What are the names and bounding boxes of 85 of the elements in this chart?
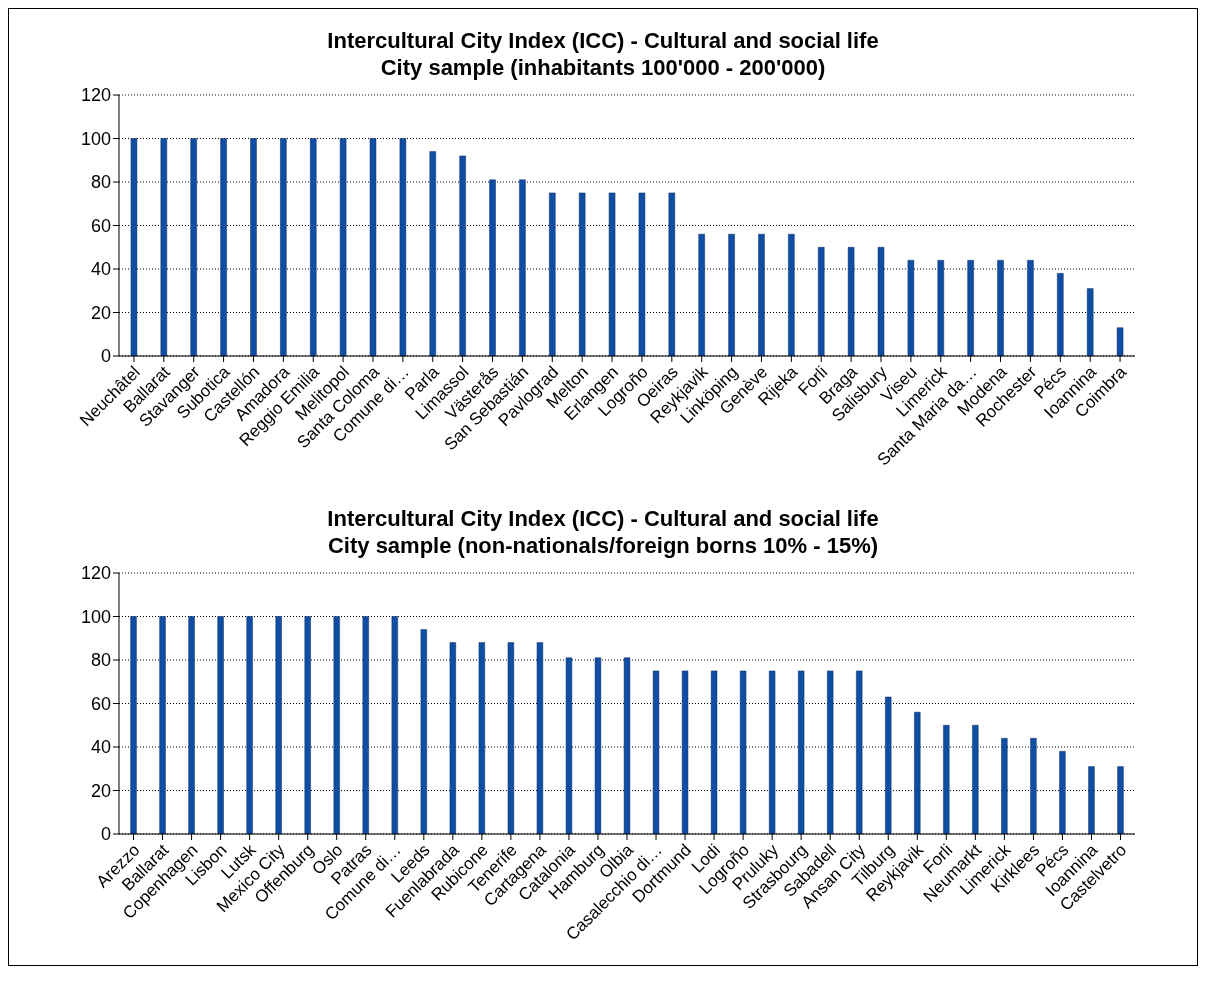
- bar: [159, 616, 166, 834]
- bar: [710, 670, 718, 834]
- bar: [997, 260, 1004, 356]
- y-tick-label: 40: [90, 259, 111, 280]
- bar: [758, 233, 765, 356]
- bar: [519, 179, 526, 356]
- chart-title: Intercultural City Index (ICC) - Cultural and social life City sample (inhabitants 100'000 - 200'000): [326, 27, 880, 81]
- bar: [1116, 327, 1124, 356]
- bar: [652, 670, 660, 834]
- bar: [1057, 273, 1064, 356]
- bar: [304, 616, 311, 834]
- y-tick-label: 60: [90, 693, 111, 714]
- bar: [914, 711, 921, 834]
- y-tick-label: 20: [90, 780, 111, 801]
- bar: [536, 642, 544, 834]
- bar: [449, 642, 456, 834]
- bar: [847, 247, 855, 356]
- bar: [788, 233, 795, 356]
- bar: [130, 138, 138, 356]
- bar: [907, 260, 915, 356]
- bar: [280, 138, 287, 356]
- bar: [507, 642, 515, 834]
- bar: [623, 657, 631, 834]
- bar: [549, 192, 556, 356]
- y-tick-label: 60: [90, 215, 111, 236]
- bar: [885, 696, 892, 834]
- bar: [190, 138, 197, 356]
- bar: [972, 725, 979, 834]
- bar: [1027, 260, 1034, 356]
- y-tick-label: 80: [90, 650, 111, 671]
- bar: [246, 616, 253, 834]
- bar: [333, 616, 340, 834]
- bar: [160, 138, 168, 356]
- bar: [594, 657, 602, 834]
- bar: [827, 670, 834, 834]
- bar: [220, 138, 227, 356]
- bar: [420, 629, 427, 834]
- bar: [608, 192, 616, 356]
- chart-title: Intercultural City Index (ICC) - Cultural and social life City sample (non-nationals/foreign borns 10% - 15%): [326, 505, 880, 559]
- bar: [1088, 766, 1095, 834]
- bar: [937, 260, 944, 356]
- bar: [856, 670, 863, 834]
- bar: [578, 192, 586, 356]
- bar: [638, 192, 646, 356]
- bar: [310, 138, 317, 356]
- y-tick-label: 40: [90, 737, 111, 758]
- bar: [339, 138, 347, 356]
- y-tick-label: 100: [80, 606, 111, 627]
- y-tick-label: 0: [100, 346, 111, 367]
- bar: [1030, 738, 1037, 834]
- bar: [369, 138, 377, 356]
- bar: [877, 247, 885, 356]
- bar: [668, 192, 676, 356]
- bar: [391, 616, 398, 834]
- bar: [130, 616, 137, 834]
- bar: [459, 155, 466, 356]
- bar: [728, 233, 735, 356]
- y-tick-label: 80: [90, 172, 111, 193]
- bar: [798, 670, 805, 834]
- y-tick-label: 100: [80, 128, 111, 149]
- bar: [275, 616, 282, 834]
- bar: [399, 138, 407, 356]
- bar: [1001, 738, 1008, 834]
- bar: [1117, 766, 1124, 834]
- bar: [565, 657, 573, 834]
- bar: [188, 616, 195, 834]
- bar: [681, 670, 689, 834]
- bar: [429, 151, 436, 356]
- y-tick-label: 20: [90, 302, 111, 323]
- y-tick-label: 120: [80, 563, 111, 584]
- bar: [217, 616, 224, 834]
- bar: [1059, 751, 1066, 834]
- y-tick-label: 120: [80, 85, 111, 106]
- bar: [362, 616, 369, 834]
- bar: [478, 642, 486, 834]
- bar: [698, 233, 705, 356]
- bar: [489, 179, 496, 356]
- y-tick-label: 0: [100, 824, 111, 845]
- bar: [967, 260, 974, 356]
- bar: [768, 670, 776, 834]
- bar: [739, 670, 747, 834]
- bar: [250, 138, 257, 356]
- bar: [943, 725, 950, 834]
- bar: [1086, 288, 1094, 356]
- bar: [818, 247, 825, 356]
